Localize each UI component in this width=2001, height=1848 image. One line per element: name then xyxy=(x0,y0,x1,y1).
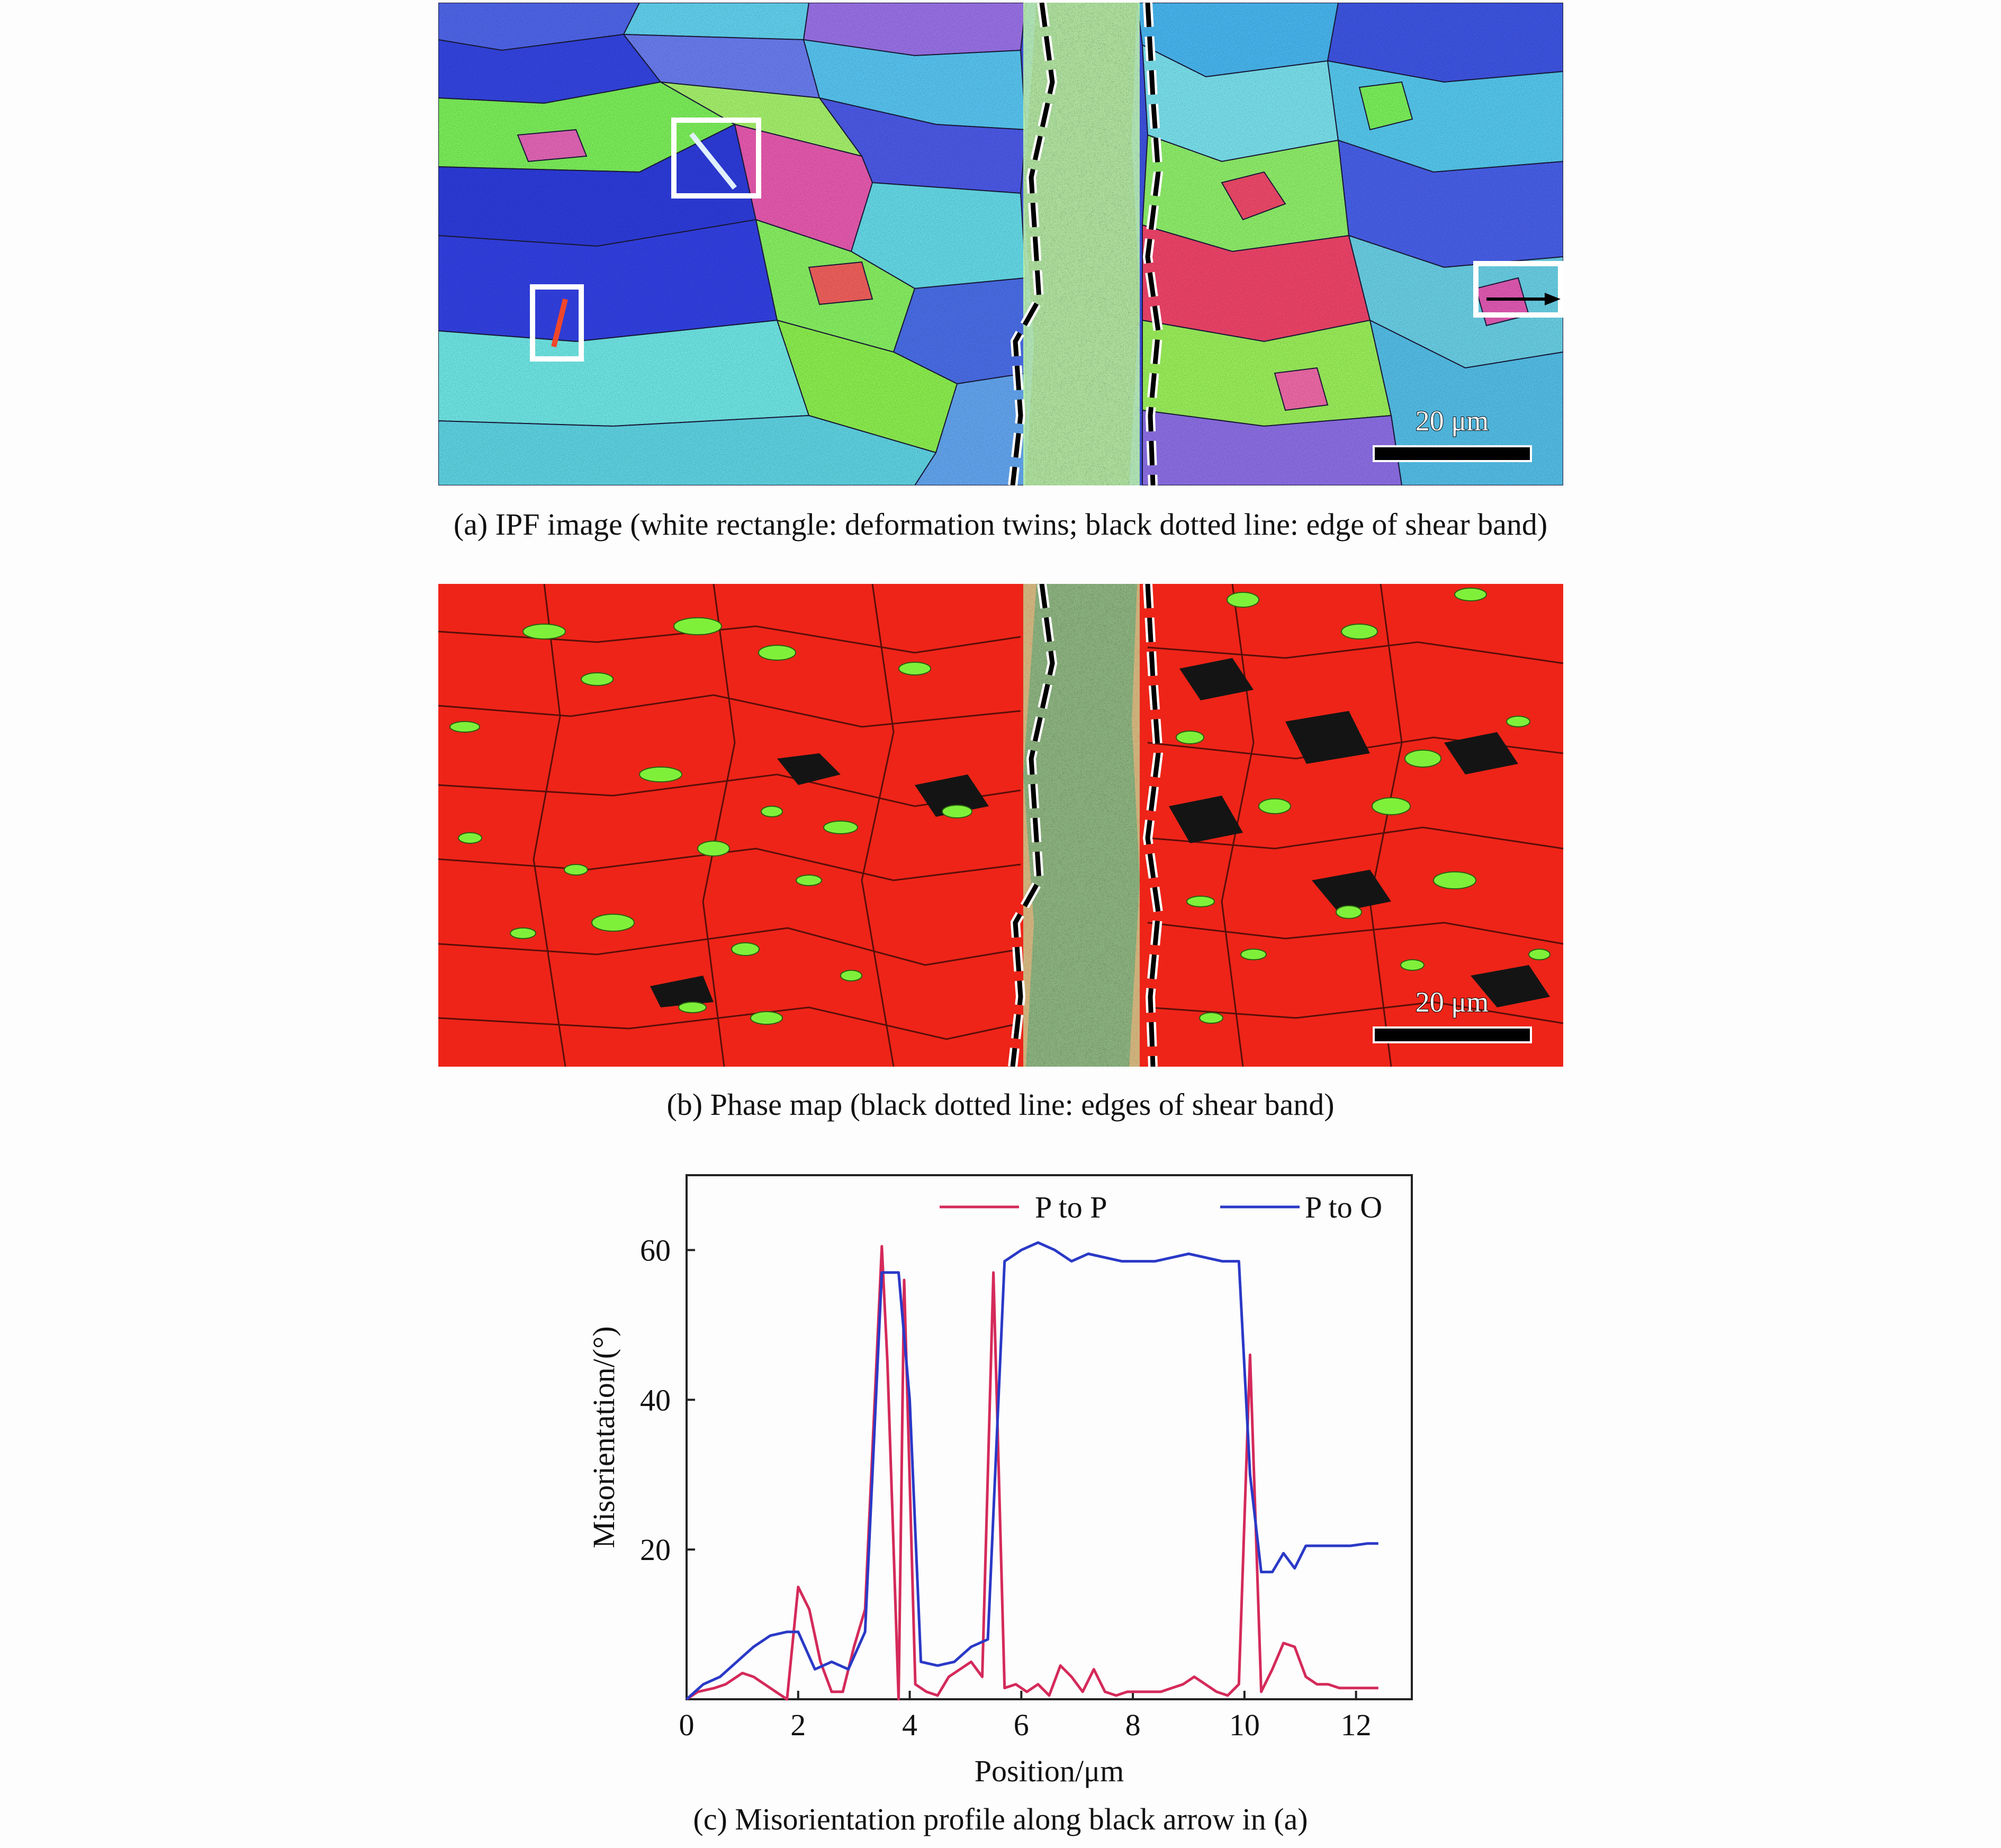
x-tick-label: 4 xyxy=(902,1708,917,1742)
twin-rectangle-2 xyxy=(530,284,584,362)
ipf-grain-texture xyxy=(438,3,1563,485)
shear-band-edge-left-b-dash xyxy=(1010,584,1055,1067)
legend-label: P to O xyxy=(1305,1190,1382,1224)
caption-b: (b) Phase map (black dotted line: edges … xyxy=(666,1087,1335,1122)
ipf-image: 20 μm xyxy=(438,3,1563,485)
plot-frame xyxy=(686,1174,1413,1700)
legend: P to P P to O xyxy=(940,1190,1382,1224)
caption-a: (a) IPF image (white rectangle: deformat… xyxy=(453,507,1548,542)
shear-band-edge-left-a-dash xyxy=(1010,3,1055,485)
ipf-image-panel: 20 μm xyxy=(438,3,1563,485)
scale-bar-label-b: 20 μm xyxy=(1416,986,1489,1018)
series-line-p-to-p xyxy=(686,1245,1378,1701)
shear-band-edge-right-b-dash xyxy=(1145,584,1161,1067)
y-tick-label: 60 xyxy=(640,1233,671,1267)
twin-1-feature xyxy=(689,132,737,190)
y-tick-label: 40 xyxy=(640,1383,671,1417)
scale-bar-label-a: 20 μm xyxy=(1416,405,1489,437)
twin-rectangle-1 xyxy=(671,118,761,199)
phase-map-panel: 20 μm xyxy=(438,584,1563,1067)
scale-bar-a xyxy=(1373,445,1532,462)
phase-ferrite-islands xyxy=(449,588,1551,1025)
scale-bar-b xyxy=(1373,1026,1532,1043)
y-axis-ticks: 20 40 60 xyxy=(640,1233,695,1567)
x-tick-label: 2 xyxy=(790,1708,806,1742)
twin-rectangle-3 xyxy=(1473,261,1563,318)
shear-band-speckle-a xyxy=(1023,3,1140,485)
shear-band-edge-right-a-dash xyxy=(1145,3,1161,485)
x-axis-label: Position/μm xyxy=(975,1754,1124,1788)
twin-2-feature xyxy=(551,298,568,348)
x-tick-label: 8 xyxy=(1125,1708,1141,1742)
caption-c: (c) Misorientation profile along black a… xyxy=(693,1802,1308,1836)
x-tick-label: 0 xyxy=(679,1708,695,1742)
phase-black-clusters xyxy=(650,658,1550,1007)
x-tick-label: 10 xyxy=(1229,1708,1260,1742)
misorientation-arrow-head xyxy=(1545,293,1561,305)
misorientation-chart: 0 2 4 6 8 10 12 20 40 60 P to P P to O Position/μ… xyxy=(587,1174,1413,1788)
legend-label: P to P xyxy=(1035,1190,1107,1224)
phase-background xyxy=(438,584,1563,1067)
series-line-p-to-o xyxy=(686,1241,1378,1700)
phase-map: 20 μm xyxy=(438,584,1563,1067)
y-tick-label: 20 xyxy=(640,1533,671,1567)
x-tick-label: 6 xyxy=(1014,1708,1029,1742)
series-lines xyxy=(686,1241,1378,1701)
x-tick-label: 12 xyxy=(1341,1708,1372,1742)
y-axis-label: Misorientation/(°) xyxy=(587,1326,621,1548)
shear-band-speckle-b xyxy=(1023,584,1140,1067)
